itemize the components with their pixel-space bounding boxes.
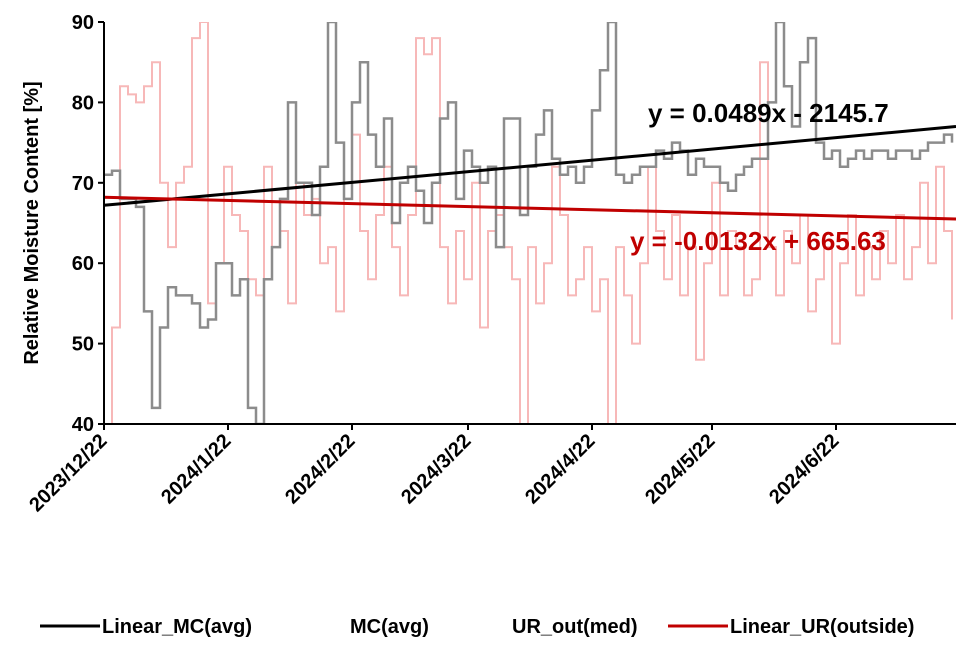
x-tick-label: 2024/3/22 bbox=[397, 430, 475, 508]
y-tick-label: 50 bbox=[72, 334, 94, 356]
legend-mc-avg-label: MC(avg) bbox=[350, 616, 429, 638]
y-tick-label: 40 bbox=[72, 414, 94, 436]
y-tick-label: 90 bbox=[72, 12, 94, 34]
x-tick-label: 2024/6/22 bbox=[765, 430, 843, 508]
y-tick-label: 70 bbox=[72, 173, 94, 195]
x-tick-label: 2024/2/22 bbox=[281, 430, 359, 508]
legend: Linear_MC(avg) MC(avg) UR_out(med) Linear_U… bbox=[40, 616, 914, 638]
labels-layer: Relative Moisture Content [%] y = 0.0489… bbox=[21, 81, 889, 364]
trendline-linear-mc bbox=[104, 125, 956, 207]
series-mc-avg bbox=[104, 22, 954, 424]
x-tick-label: 2024/5/22 bbox=[641, 430, 719, 508]
legend-linear-ur-label: Linear_UR(outside) bbox=[730, 616, 914, 638]
series-ur-out-med bbox=[104, 22, 953, 424]
x-tick-label: 2023/12/22 bbox=[25, 430, 111, 516]
trendline-linear-ur bbox=[104, 195, 956, 221]
y-tick-label: 60 bbox=[72, 253, 94, 275]
x-tick-label: 2024/4/22 bbox=[521, 430, 599, 508]
x-tick-label: 2024/1/22 bbox=[157, 430, 235, 508]
series-layer bbox=[104, 22, 954, 424]
mc-trend-equation: y = 0.0489x - 2145.7 bbox=[648, 98, 889, 128]
ur-trend-equation: y = -0.0132x + 665.63 bbox=[630, 226, 886, 256]
legend-linear-mc-label: Linear_MC(avg) bbox=[102, 616, 252, 638]
trendline-layer bbox=[104, 125, 956, 221]
legend-ur-out-med-label: UR_out(med) bbox=[512, 616, 638, 638]
y-axis-label: Relative Moisture Content [%] bbox=[21, 81, 43, 364]
y-tick-label: 80 bbox=[72, 92, 94, 114]
